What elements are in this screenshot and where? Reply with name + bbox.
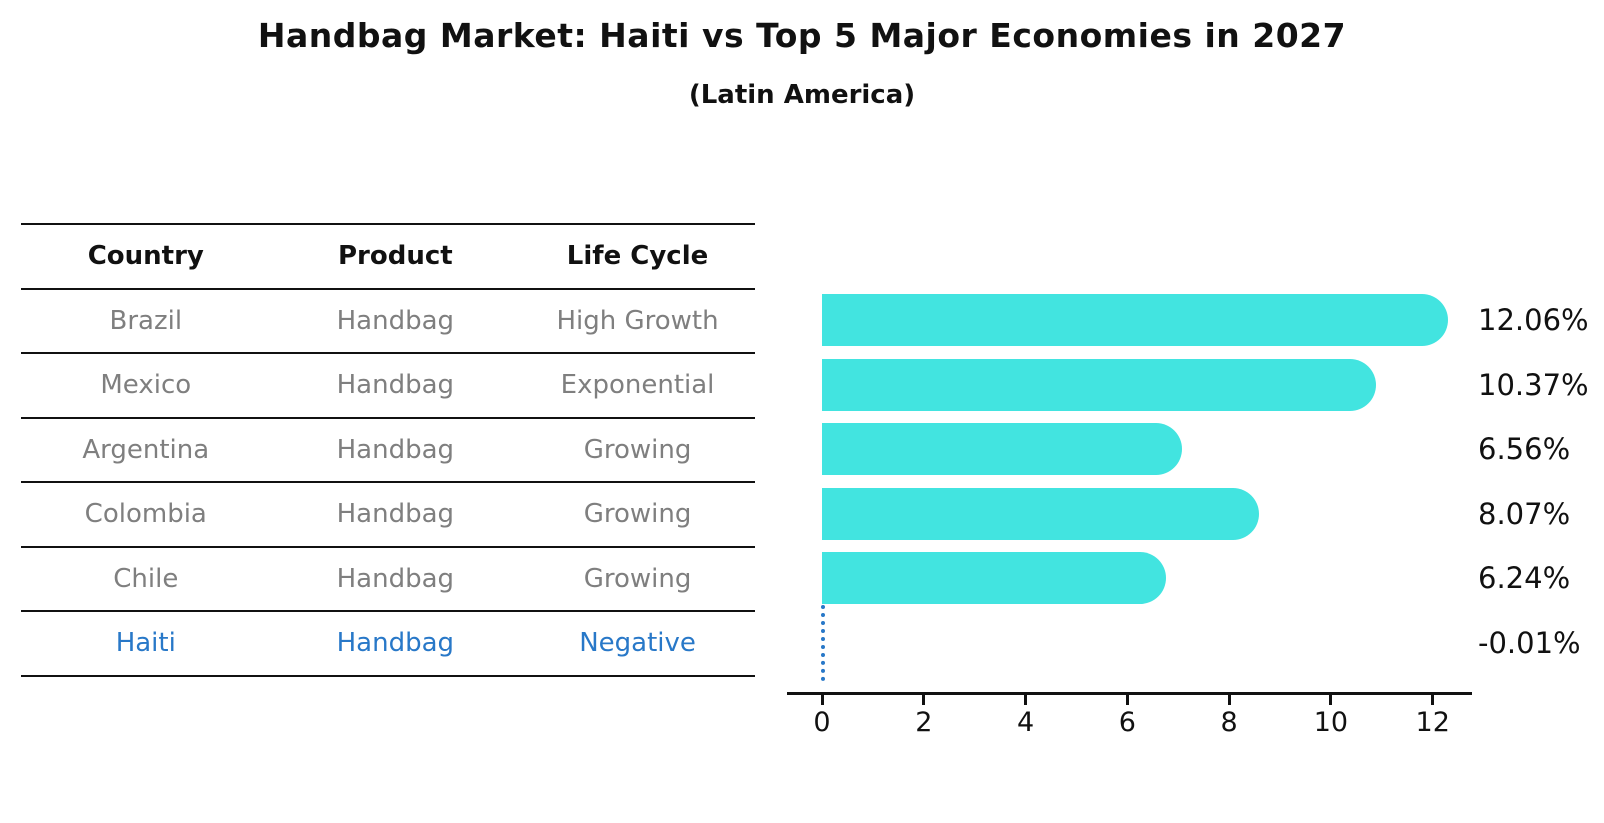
cell-country: Colombia xyxy=(84,499,207,530)
bar-argentina xyxy=(822,423,1182,476)
cell-product: Handbag xyxy=(336,628,455,659)
tick-mark xyxy=(1431,695,1435,705)
tick-mark xyxy=(1329,695,1333,705)
tick-mark xyxy=(922,695,926,705)
table-row-haiti: Haiti Handbag Negative xyxy=(21,612,755,677)
tick-label: 0 xyxy=(813,707,831,738)
cell-product: Handbag xyxy=(336,563,455,594)
cell-country: Haiti xyxy=(115,628,176,659)
cell-life-cycle: Negative xyxy=(579,628,696,659)
cell-country: Mexico xyxy=(100,370,192,401)
column-header-country: Country xyxy=(87,241,204,272)
column-header-life-cycle: Life Cycle xyxy=(566,241,709,272)
bar-colombia xyxy=(822,487,1259,540)
cell-life-cycle: Exponential xyxy=(560,370,715,401)
tick-label: 6 xyxy=(1118,707,1136,738)
table-row: Argentina Handbag Growing xyxy=(21,419,755,483)
column-header-product: Product xyxy=(337,241,453,272)
x-axis-ticks: 0 2 4 6 8 10 1 xyxy=(813,695,1450,755)
bar-chile xyxy=(822,552,1166,605)
table-row: Chile Handbag Growing xyxy=(21,548,755,612)
tick-label: 12 xyxy=(1415,707,1450,738)
value-label-chile: 6.24% xyxy=(1478,561,1571,596)
data-table: Country Product Life Cycle Brazil Handba… xyxy=(21,223,755,677)
bar-row-mexico xyxy=(822,353,1448,418)
cell-country: Argentina xyxy=(82,434,210,465)
cell-country: Chile xyxy=(113,563,179,594)
x-axis-line xyxy=(787,692,1472,695)
cell-product: Handbag xyxy=(336,305,455,336)
cell-product: Handbag xyxy=(336,499,455,530)
bar-mexico xyxy=(822,358,1376,411)
value-label-brazil: 12.06% xyxy=(1478,303,1589,338)
bar-row-chile xyxy=(822,546,1448,611)
cell-life-cycle: Growing xyxy=(583,499,692,530)
tick-mark xyxy=(1024,695,1028,705)
value-labels-area: 12.06% 10.37% 6.56% 8.07% 6.24% -0.01% xyxy=(1478,288,1604,675)
table-header-row: Country Product Life Cycle xyxy=(21,225,755,290)
table-row: Brazil Handbag High Growth xyxy=(21,290,755,354)
table-row: Colombia Handbag Growing xyxy=(21,483,755,548)
bar-row-colombia xyxy=(822,482,1448,547)
chart-title: Handbag Market: Haiti vs Top 5 Major Eco… xyxy=(257,16,1347,55)
value-label-haiti: -0.01% xyxy=(1478,625,1581,660)
cell-life-cycle: High Growth xyxy=(556,305,719,336)
bar-brazil xyxy=(822,294,1448,347)
bar-row-brazil xyxy=(822,288,1448,353)
haiti-zero-dotted-line xyxy=(821,604,825,681)
cell-product: Handbag xyxy=(336,434,455,465)
chart-subtitle: (Latin America) xyxy=(688,80,916,110)
cell-life-cycle: Growing xyxy=(583,563,692,594)
tick-mark xyxy=(1227,695,1231,705)
tick-label: 2 xyxy=(915,707,933,738)
tick-mark xyxy=(820,695,824,705)
bar-row-haiti xyxy=(821,604,1448,681)
cell-country: Brazil xyxy=(109,305,183,336)
cell-life-cycle: Growing xyxy=(583,434,692,465)
value-label-mexico: 10.37% xyxy=(1478,367,1589,402)
table-row: Mexico Handbag Exponential xyxy=(21,354,755,419)
value-label-colombia: 8.07% xyxy=(1478,496,1571,531)
tick-mark xyxy=(1125,695,1129,705)
value-label-argentina: 6.56% xyxy=(1478,432,1571,467)
tick-label: 8 xyxy=(1220,707,1238,738)
tick-label: 10 xyxy=(1313,707,1349,738)
tick-label: 4 xyxy=(1016,707,1035,738)
bars-area xyxy=(821,288,1448,681)
cell-product: Handbag xyxy=(336,370,455,401)
bar-row-argentina xyxy=(822,417,1448,482)
